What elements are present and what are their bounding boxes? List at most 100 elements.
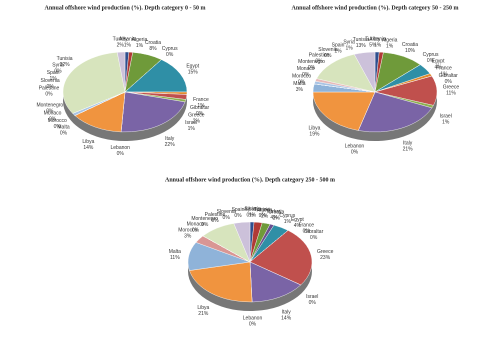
- slice-label: Algeria: [132, 37, 148, 43]
- slice-value-label: 1%: [50, 76, 58, 82]
- slice-value-label: 0%: [351, 149, 359, 155]
- slice-label: Montenegro: [36, 103, 63, 109]
- slice-label: Cyprus: [423, 52, 439, 58]
- slice-label: Montenegro: [298, 59, 325, 65]
- slice-label: Algeria: [257, 207, 273, 213]
- slice-label: Malta: [293, 81, 305, 87]
- slice-label: Libya: [82, 139, 94, 145]
- slice-label: Syria: [343, 39, 355, 45]
- slice-value-label: 1%: [440, 71, 448, 77]
- slice-label: Egypt: [186, 64, 199, 70]
- slice-value-label: 1%: [197, 103, 205, 109]
- slice-value-label: 21%: [198, 311, 209, 317]
- slice-value-label: 1%: [442, 120, 450, 126]
- slice-value-label: 2%: [261, 213, 269, 219]
- slice-label: Montenegro: [191, 216, 218, 222]
- slice-label: Gibraltar: [190, 105, 210, 111]
- slice-label: Syria: [244, 206, 256, 212]
- slice-label: Turkey: [266, 209, 282, 215]
- slice-label: Slovenia: [217, 209, 236, 215]
- slice-label: Spain: [47, 70, 60, 76]
- pie-slice: [353, 51, 376, 93]
- slice-label: Morocco: [178, 228, 197, 234]
- pie-slice: [74, 91, 126, 133]
- slice-value-label: 15%: [188, 70, 199, 76]
- slice-value-label: 0%: [298, 79, 306, 85]
- pie-slice: [312, 91, 376, 131]
- slice-label: Tunisia: [254, 207, 270, 213]
- slice-label: Italy: [403, 140, 413, 146]
- slice-value-label: 0%: [308, 65, 316, 71]
- pie-slice: [62, 52, 126, 114]
- slice-label: Palestine: [309, 53, 330, 59]
- slice-value-label: 8%: [149, 46, 157, 52]
- slice-value-label: 21%: [403, 146, 414, 152]
- slice-value-label: 0%: [211, 218, 219, 224]
- slice-label: Monaco: [44, 111, 62, 117]
- slice-value-label: 0%: [60, 131, 68, 137]
- slice-label: Cyprus: [279, 213, 295, 219]
- slice-value-label: 1%: [249, 212, 257, 218]
- slice-label: Croatia: [402, 42, 418, 48]
- slice-label: Monaco: [297, 66, 315, 72]
- slice-label: Palestine: [205, 212, 226, 218]
- slice-label: Morocco: [48, 118, 67, 124]
- slice-value-label: 0%: [223, 215, 231, 221]
- slice-value-label: 19%: [309, 132, 320, 138]
- slice-label: Turkey: [365, 36, 381, 42]
- slice-label: Slovenia: [318, 47, 337, 53]
- slice-value-label: 11%: [446, 91, 456, 97]
- pie-slice: [189, 261, 253, 303]
- slice-value-label: 0%: [246, 212, 254, 218]
- pie-slice: [357, 91, 433, 133]
- slice-value-label: 0%: [445, 79, 453, 85]
- slice-label: Malta: [169, 249, 181, 255]
- slice-value-label: 0%: [201, 222, 209, 228]
- slice-value-label: 0%: [324, 53, 332, 59]
- slice-label: Lebanon: [243, 315, 263, 321]
- slice-value-label: 0%: [303, 229, 311, 235]
- chart-title: Annual offshore wind production (%). Dep…: [165, 176, 335, 183]
- slice-label: Libya: [308, 126, 320, 132]
- slice-value-label: 0%: [302, 72, 310, 78]
- slice-value-label: 0%: [46, 109, 54, 115]
- pie-slice: [120, 91, 186, 133]
- slice-value-label: 1%: [284, 219, 292, 225]
- slice-label: Egypt: [432, 58, 445, 64]
- slice-label: Turkey: [113, 36, 129, 42]
- slice-label: France: [436, 65, 452, 71]
- slice-value-label: 4%: [434, 64, 442, 70]
- slice-value-label: 1%: [136, 43, 144, 49]
- slice-value-label: 9%: [259, 213, 267, 219]
- slice-label: Palestine: [39, 86, 60, 92]
- pie-slice: [116, 51, 126, 93]
- pie-slice: [233, 221, 251, 263]
- slice-value-label: 23%: [320, 255, 331, 261]
- slice-label: Libya: [197, 305, 209, 311]
- slice-label: Croatia: [268, 209, 284, 215]
- slice-label: Lebanon: [345, 143, 365, 149]
- slice-label: Italy: [282, 309, 292, 315]
- slice-label: France: [298, 223, 314, 229]
- slice-value-label: 4%: [294, 223, 302, 229]
- slice-value-label: 0%: [166, 52, 174, 58]
- slice-value-label: 3%: [184, 234, 192, 240]
- slice-value-label: 0%: [45, 92, 53, 98]
- slice-value-label: 0%: [427, 58, 435, 64]
- slice-label: Greece: [443, 85, 460, 91]
- slice-label: Slovenia: [41, 78, 60, 84]
- slice-label: Israel: [185, 120, 197, 126]
- slice-value-label: 1%: [374, 42, 382, 48]
- slice-label: Gibraltar: [304, 229, 324, 235]
- slice-value-label: 3%: [296, 87, 304, 93]
- slice-value-label: 2%: [117, 42, 125, 48]
- slice-value-label: 32%: [60, 62, 71, 68]
- slice-label: Monaco: [187, 221, 205, 227]
- slice-value-label: 0%: [54, 124, 62, 130]
- slice-label: Israel: [440, 114, 452, 120]
- slice-label: Malta: [57, 125, 69, 131]
- slice-value-label: 11%: [170, 255, 180, 261]
- slice-label: Greece: [317, 249, 334, 255]
- slice-label: Syria: [52, 63, 64, 69]
